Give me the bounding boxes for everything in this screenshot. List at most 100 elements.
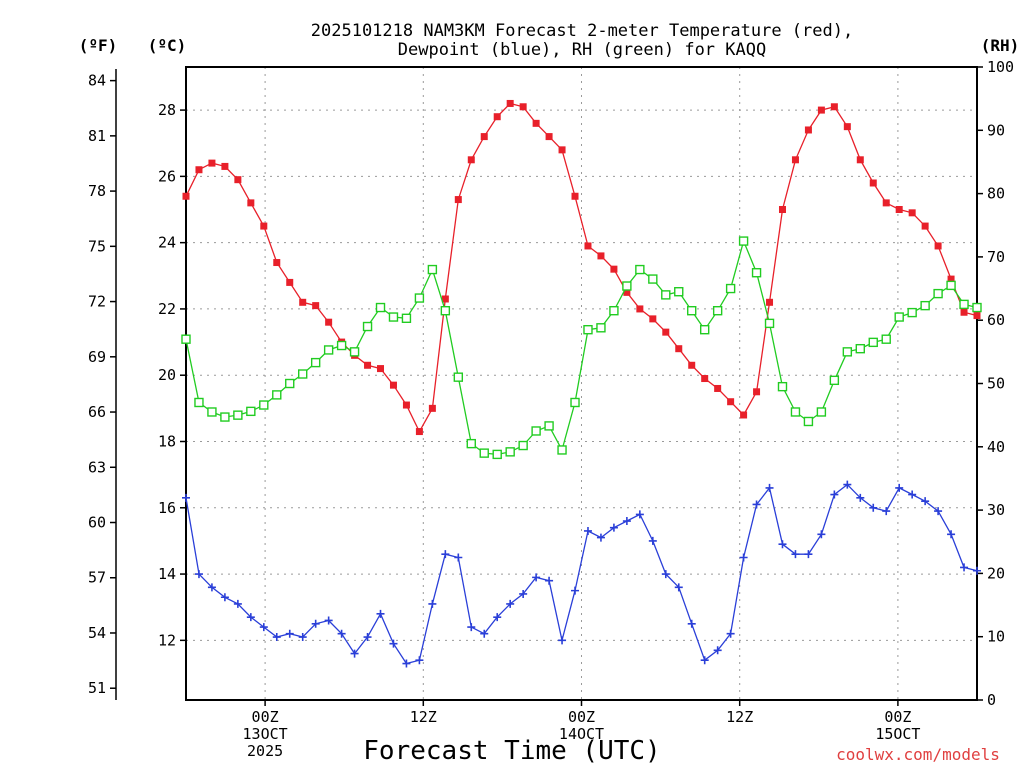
dewpoint-point-5 (246, 613, 255, 622)
x-tick-label-54h-1: 15OCT (875, 725, 920, 743)
dewpoint-point-57 (921, 497, 930, 506)
relative-humidity-point-40 (699, 324, 710, 335)
dewpoint-point-4 (233, 599, 242, 608)
relative-humidity-point-17 (401, 313, 412, 324)
2-meter-temperature-point-33 (610, 265, 618, 273)
celsius-unit-label: (ºC) (148, 36, 187, 55)
dewpoint-point-47 (791, 550, 800, 559)
2-meter-temperature-point-45 (766, 298, 774, 306)
relative-humidity-point-15 (375, 302, 386, 313)
relative-humidity-point-24 (492, 449, 502, 460)
dewpoint-point-21 (454, 553, 463, 562)
relative-humidity-point-10 (310, 357, 321, 368)
rh-tick-label-70: 70 (987, 248, 1005, 266)
rh-tick-label-20: 20 (987, 564, 1005, 582)
dewpoint-point-36 (648, 536, 657, 545)
dewpoint-point-41 (713, 646, 722, 655)
relative-humidity-point-32 (596, 323, 606, 333)
dewpoint-point-13 (350, 649, 359, 658)
rh-unit-label: (RH) (981, 36, 1020, 55)
dewpoint-point-34 (622, 517, 631, 526)
dewpoint-point-20 (441, 550, 450, 559)
2-meter-temperature-point-8 (286, 278, 294, 286)
2-meter-temperature-point-31 (584, 242, 592, 250)
rh-tick-label-10: 10 (987, 628, 1005, 646)
fahrenheit-tick-label-69: 69 (88, 348, 106, 366)
relative-humidity-point-20 (440, 306, 451, 316)
dewpoint-point-43 (739, 553, 748, 562)
relative-humidity-point-50 (829, 375, 840, 386)
dewpoint-point-45 (765, 483, 774, 492)
2-meter-temperature-point-10 (312, 302, 320, 310)
relative-humidity-point-52 (855, 343, 865, 354)
dewpoint-point-8 (285, 629, 294, 638)
dewpoint-point-16 (389, 639, 398, 648)
dewpoint-point-49 (817, 530, 826, 539)
2-meter-temperature-point-47 (791, 156, 799, 164)
2-meter-temperature-point-46 (778, 206, 786, 214)
2-meter-temperature-point-29 (558, 146, 566, 154)
dewpoint-point-1 (194, 570, 203, 579)
2-meter-temperature-point-11 (325, 318, 333, 326)
x-tick-label-30h-0: 00Z (568, 708, 595, 726)
dewpoint-point-22 (467, 623, 476, 632)
dewpoint-point-9 (298, 633, 307, 642)
2-meter-temperature-point-54 (882, 199, 890, 207)
relative-humidity-point-2 (207, 407, 217, 417)
2-meter-temperature-point-41 (714, 384, 722, 392)
relative-humidity-point-36 (648, 274, 658, 284)
dewpoint-point-58 (934, 507, 943, 516)
2-meter-temperature-point-43 (740, 411, 748, 419)
2-meter-temperature-point-4 (234, 176, 242, 184)
2-meter-temperature-point-40 (701, 375, 709, 383)
2-meter-temperature-point-9 (299, 298, 307, 306)
2-meter-temperature-point-14 (364, 361, 372, 369)
fahrenheit-tick-label-84: 84 (88, 72, 106, 90)
relative-humidity-point-14 (362, 321, 373, 332)
x-tick-label-42h-0: 12Z (726, 708, 753, 726)
relative-humidity-point-35 (635, 264, 645, 275)
relative-humidity-point-39 (687, 306, 697, 316)
fahrenheit-tick-label-57: 57 (88, 569, 106, 587)
rh-tick-label-90: 90 (987, 121, 1005, 139)
dewpoint-point-35 (635, 510, 644, 519)
relative-humidity-point-4 (233, 410, 243, 420)
dewpoint-point-11 (324, 616, 333, 625)
relative-humidity-point-5 (246, 406, 256, 417)
2-meter-temperature-point-57 (921, 222, 929, 230)
celsius-tick-label-12: 12 (158, 631, 176, 649)
relative-humidity-point-53 (868, 337, 878, 348)
relative-humidity-point-25 (505, 447, 515, 457)
2-meter-temperature-point-21 (454, 196, 462, 204)
dewpoint-point-2 (207, 583, 216, 592)
2-meter-temperature-point-59 (947, 275, 955, 283)
dewpoint-point-23 (480, 629, 489, 638)
rh-tick-label-100: 100 (987, 58, 1014, 76)
x-axis-label: Forecast Time (UTC) (363, 736, 660, 766)
2-meter-temperature-point-60 (960, 308, 968, 316)
relative-humidity-point-12 (336, 340, 347, 351)
2-meter-temperature-point-38 (675, 345, 683, 353)
2-meter-temperature-point-23 (480, 133, 488, 141)
rh-tick-label-30: 30 (987, 501, 1005, 519)
2-meter-temperature-point-55 (895, 206, 903, 214)
relative-humidity-point-9 (298, 369, 308, 379)
relative-humidity-point-59 (946, 280, 956, 291)
dewpoint-point-26 (519, 589, 528, 598)
dewpoint-point-33 (609, 523, 618, 532)
relative-humidity-point-30 (570, 397, 580, 408)
2-meter-temperature-point-51 (843, 123, 851, 131)
celsius-tick-label-18: 18 (158, 432, 176, 450)
rh-tick-label-0: 0 (987, 691, 996, 709)
relative-humidity-point-38 (674, 287, 684, 297)
relative-humidity-point-22 (466, 438, 476, 449)
dewpoint-point-29 (558, 636, 567, 645)
dewpoint-point-48 (804, 550, 813, 559)
fahrenheit-tick-label-75: 75 (88, 237, 106, 255)
2-meter-temperature-point-17 (402, 401, 410, 409)
x-tick-label-6h-0: 00Z (252, 708, 279, 726)
dewpoint-point-30 (571, 586, 580, 595)
dewpoint-point-25 (506, 599, 515, 608)
chart-title-line1: 2025101218 NAM3KM Forecast 2-meter Tempe… (311, 21, 853, 41)
fahrenheit-tick-label-81: 81 (88, 127, 106, 145)
